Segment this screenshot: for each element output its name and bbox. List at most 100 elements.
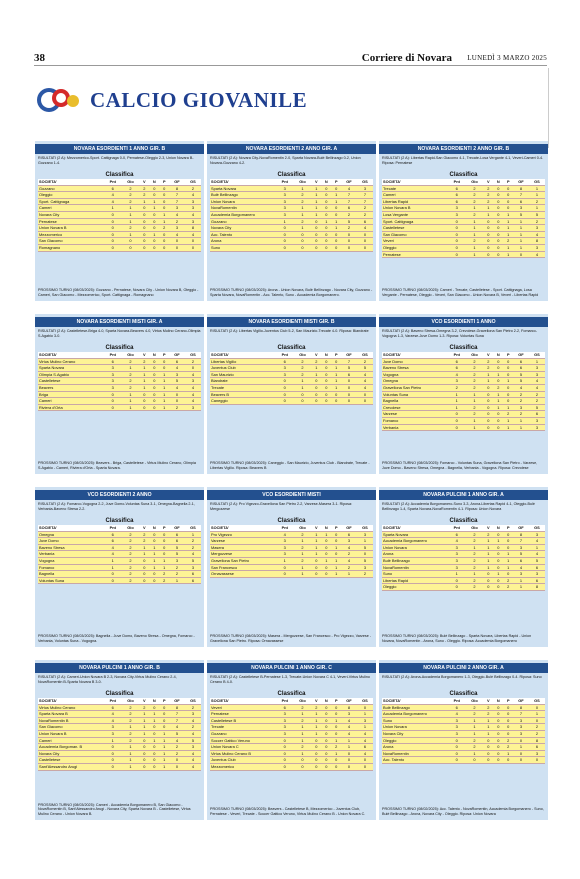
stat-cell: 2 <box>503 410 514 418</box>
stat-cell: 0 <box>104 211 122 219</box>
stat-cell: 1 <box>503 231 514 239</box>
stat-cell: 2 <box>331 743 342 751</box>
stat-cell: 2 <box>465 583 484 591</box>
stat-cell: 0 <box>493 583 504 591</box>
stat-cell: 2 <box>311 358 322 366</box>
stat-cell: 0 <box>149 237 160 245</box>
stat-cell: 0 <box>149 704 160 712</box>
stat-cell: 1 <box>528 204 545 212</box>
stat-cell: 3 <box>448 557 466 565</box>
team-name: Pro Vigezzo <box>210 531 276 539</box>
stat-cell: 2 <box>139 704 150 712</box>
column-header: P <box>503 179 514 186</box>
team-name: NovaRomentin B <box>38 717 104 725</box>
column-header: N <box>321 352 332 359</box>
stat-cell: 4 <box>528 251 545 259</box>
table-row: Voluntas Suna 1 1 0 1 0 2 2 <box>382 391 545 399</box>
column-header: Pnt <box>104 179 122 186</box>
next-round-text: PROSSIMO TURNO (08/02/2025): Acc. Talent… <box>382 807 544 817</box>
stat-cell: 2 <box>121 198 140 206</box>
column-header: Gio <box>465 352 484 359</box>
stat-cell: 2 <box>503 743 514 751</box>
stat-cell: 4 <box>184 231 201 239</box>
stat-cell: 3 <box>448 550 466 558</box>
group-title: NOVARA ESORDIENTI 2 ANNO GIR. A <box>207 144 376 154</box>
stat-cell: 2 <box>121 371 140 379</box>
table-row: Gravellona San Pietro 2 2 0 2 0 4 4 <box>382 384 545 392</box>
table-row: Trecate 3 1 1 0 0 4 1 <box>210 723 373 731</box>
stat-cell: 3 <box>184 377 201 385</box>
stat-cell: 3 <box>276 544 294 552</box>
stat-cell: 0 <box>311 377 322 385</box>
stat-cell: 1 <box>121 204 140 212</box>
team-name: Castelletese <box>38 756 104 764</box>
stat-cell: 0 <box>149 404 160 412</box>
stat-cell: 0 <box>448 244 466 252</box>
team-name: Novara City <box>38 750 104 758</box>
stat-cell: 0 <box>311 237 322 245</box>
stat-cell: 0 <box>104 397 122 405</box>
stat-cell: 2 <box>528 397 545 405</box>
stat-cell: 3 <box>184 198 201 206</box>
stat-cell: 1 <box>139 384 150 392</box>
column-header: Gio <box>465 179 484 186</box>
table-row: Cameri 0 1 0 0 1 0 4 <box>38 397 201 405</box>
stat-cell: 3 <box>528 531 545 539</box>
table-header-row: SOCIETA' Pnt Gio V N P GF GS <box>210 525 373 532</box>
stat-cell: 0 <box>293 391 312 399</box>
stat-cell: 4 <box>184 391 201 399</box>
stat-cell: 6 <box>356 743 373 751</box>
column-header: V <box>139 698 150 705</box>
stat-cell: 0 <box>483 570 494 578</box>
stat-cell: 7 <box>169 198 185 206</box>
stat-cell: 6 <box>513 198 529 206</box>
stat-cell: 0 <box>483 391 494 399</box>
stat-cell: 5 <box>356 364 373 372</box>
stat-cell: 2 <box>184 537 201 545</box>
table-header-row: SOCIETA' Pnt Gio V N P GF GS <box>210 352 373 359</box>
stat-cell: 2 <box>465 364 484 372</box>
team-name: Castelletese <box>38 377 104 385</box>
team-name: Mezzomerico <box>210 763 276 771</box>
stat-cell: 0 <box>293 244 312 252</box>
stat-cell: 0 <box>483 397 494 405</box>
stat-cell: 0 <box>311 763 322 771</box>
standings-box: VCO ESORDIENTI 2 ANNO RISULTATI (2 A): Fo… <box>35 487 204 647</box>
stat-cell: 1 <box>311 191 322 199</box>
column-header: GF <box>169 698 185 705</box>
stat-cell: 0 <box>311 557 322 565</box>
team-name: Romagnano <box>38 244 104 252</box>
stat-cell: 3 <box>276 730 294 738</box>
column-header: Pnt <box>276 698 294 705</box>
table-row: Arona 0 0 0 0 0 0 0 <box>210 237 373 245</box>
column-header: SOCIETA' <box>38 352 104 359</box>
stat-cell: 3 <box>169 557 185 565</box>
stat-cell: 3 <box>448 544 466 552</box>
stat-cell: 0 <box>104 756 122 764</box>
team-name: Sport. Cattignaga <box>38 198 104 206</box>
table-row: Virtus Mulino Cerano 6 2 2 0 0 6 2 <box>38 358 201 366</box>
stat-cell: 0 <box>321 550 332 558</box>
stat-cell: 1 <box>503 377 514 385</box>
stat-cell: 1 <box>503 564 514 572</box>
stat-cell: 2 <box>465 404 484 412</box>
stat-cell: 0 <box>149 191 160 199</box>
team-name: NovaRomentin <box>210 204 276 212</box>
stat-cell: 0 <box>503 730 514 738</box>
results-text: RISULTATI (2 A): Accademia Borgomanero-S… <box>382 502 535 511</box>
column-header: N <box>149 525 160 532</box>
stat-cell: 2 <box>184 544 201 552</box>
standings-table: SOCIETA' Pnt Gio V N P GF GS Gozzano 6 2 2 0 0 8 2 Olegg… <box>38 179 201 252</box>
stat-cell: 1 <box>465 570 484 578</box>
stat-cell: 7 <box>169 191 185 199</box>
standings-box: NOVARA ESORDIENTI 2 ANNO GIR. B RISULTATI… <box>379 141 548 301</box>
table-row: Union Novara 3 1 1 0 0 3 2 <box>382 723 545 731</box>
team-name: Bagnella <box>382 397 448 405</box>
stat-cell: 0 <box>493 717 504 725</box>
stat-cell: 0 <box>321 756 332 764</box>
stat-cell: 0 <box>493 231 504 239</box>
stat-cell: 1 <box>465 750 484 758</box>
stat-cell: 3 <box>448 717 466 725</box>
stat-cell: 3 <box>104 364 122 372</box>
